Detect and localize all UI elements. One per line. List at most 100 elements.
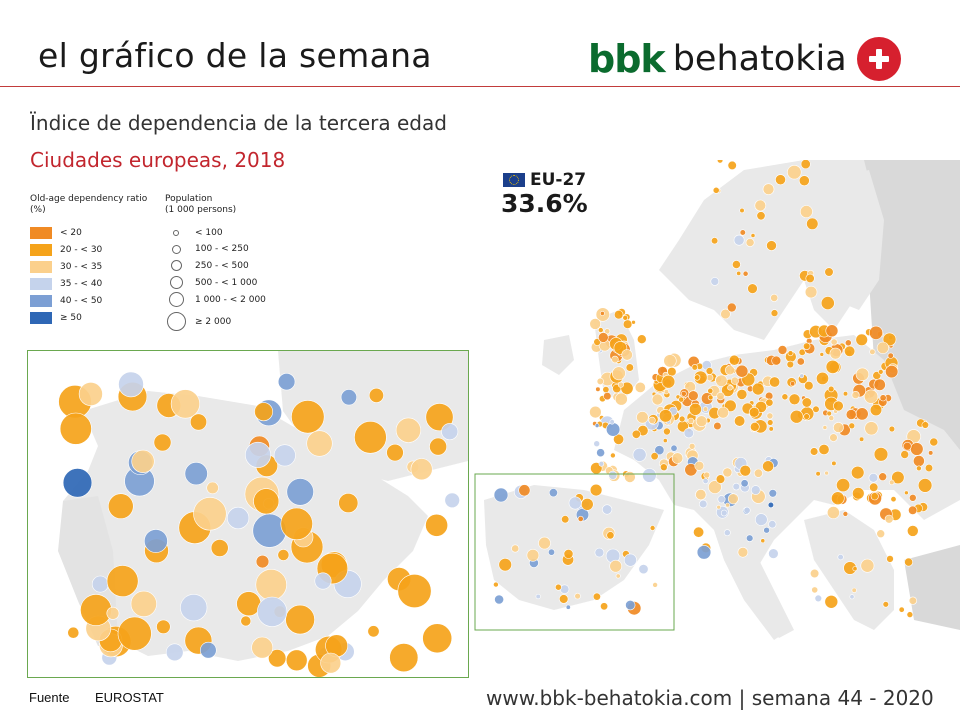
legend-circle-box	[165, 292, 187, 307]
city-marker	[268, 649, 287, 668]
logo-bbk-text: bbk	[588, 37, 666, 81]
city-marker	[739, 464, 752, 477]
city-marker	[789, 409, 804, 424]
city-marker	[889, 479, 895, 486]
city-marker	[747, 283, 758, 294]
legend-size-circle	[168, 292, 184, 307]
city-marker	[912, 455, 925, 467]
city-marker	[320, 652, 342, 674]
city-marker	[815, 471, 821, 477]
city-marker	[130, 590, 157, 617]
city-marker	[67, 626, 80, 639]
legend-circle-box	[165, 312, 187, 331]
city-marker	[80, 594, 112, 626]
city-marker	[106, 606, 120, 620]
city-marker	[702, 406, 709, 412]
city-marker	[771, 355, 782, 366]
city-marker	[814, 594, 822, 603]
legend-population-row: 100 - < 250	[165, 244, 249, 254]
city-marker	[589, 405, 602, 419]
city-marker	[193, 497, 227, 531]
legend-ratio-label: 30 - < 35	[60, 262, 103, 272]
city-marker	[662, 438, 668, 443]
city-marker	[859, 436, 865, 442]
city-marker	[754, 199, 767, 212]
legend-ratio-row: < 20	[30, 226, 82, 240]
city-marker	[864, 389, 879, 404]
city-marker	[634, 381, 646, 393]
city-marker	[836, 478, 851, 493]
city-marker	[818, 443, 830, 455]
city-marker	[904, 557, 913, 567]
city-marker	[611, 366, 626, 381]
city-marker	[904, 490, 909, 496]
chart-subtitle: Ciudades europeas, 2018	[30, 148, 286, 172]
city-marker	[825, 359, 840, 374]
city-marker	[876, 529, 886, 539]
city-marker	[820, 296, 835, 310]
city-marker	[663, 427, 671, 436]
city-marker	[826, 506, 840, 519]
city-marker	[864, 421, 879, 436]
city-marker	[754, 513, 768, 526]
city-marker	[180, 594, 208, 622]
city-marker	[806, 217, 819, 230]
city-marker	[869, 482, 879, 492]
city-marker	[606, 422, 621, 437]
city-marker	[878, 369, 884, 375]
city-marker	[620, 381, 634, 395]
city-marker	[803, 413, 810, 420]
city-marker	[610, 452, 616, 459]
city-marker	[441, 423, 459, 441]
city-marker	[888, 425, 896, 433]
city-marker	[809, 447, 819, 456]
legend-color-swatch	[30, 227, 52, 239]
city-marker	[750, 233, 756, 238]
eu-value: 33.6%	[501, 189, 588, 218]
city-marker	[395, 417, 422, 443]
city-marker	[876, 341, 890, 354]
city-marker	[916, 465, 922, 472]
legend-ratio-title-line1: Old-age dependency ratio	[30, 194, 148, 204]
city-marker	[622, 319, 633, 329]
legend-population-row: 250 - < 500	[165, 260, 249, 271]
city-marker	[799, 205, 813, 218]
city-marker	[625, 363, 634, 372]
city-marker	[91, 575, 109, 593]
city-marker	[118, 371, 144, 398]
city-marker	[184, 461, 208, 486]
legend-population-row: 1 000 - < 2 000	[165, 292, 266, 307]
city-marker	[824, 267, 834, 277]
city-marker	[78, 381, 103, 406]
city-marker	[694, 460, 705, 471]
city-marker	[678, 396, 685, 403]
city-marker	[756, 211, 766, 221]
legend-ratio-title: Old-age dependency ratio (%)	[30, 194, 147, 216]
city-marker	[631, 320, 636, 325]
city-marker	[170, 389, 200, 419]
city-marker	[891, 470, 905, 485]
city-marker	[511, 544, 520, 553]
legend-population-row: ≥ 2 000	[165, 312, 231, 331]
city-marker	[577, 515, 584, 522]
city-marker	[829, 347, 842, 360]
city-marker	[855, 407, 869, 421]
city-marker	[908, 505, 918, 515]
city-marker	[683, 428, 694, 439]
city-marker	[649, 525, 656, 531]
legend-color-swatch	[30, 278, 52, 290]
city-marker	[781, 393, 789, 401]
city-marker	[720, 308, 731, 320]
city-marker	[617, 381, 624, 388]
city-marker	[600, 602, 609, 611]
city-marker	[842, 391, 849, 397]
city-marker	[651, 393, 664, 406]
city-marker	[869, 348, 876, 355]
legend-ratio-row: 30 - < 35	[30, 260, 102, 274]
city-marker	[535, 593, 541, 600]
city-marker	[227, 506, 250, 530]
city-marker	[906, 611, 914, 618]
legend-size-circle	[170, 260, 182, 271]
city-marker	[743, 506, 751, 514]
city-marker	[663, 354, 677, 368]
